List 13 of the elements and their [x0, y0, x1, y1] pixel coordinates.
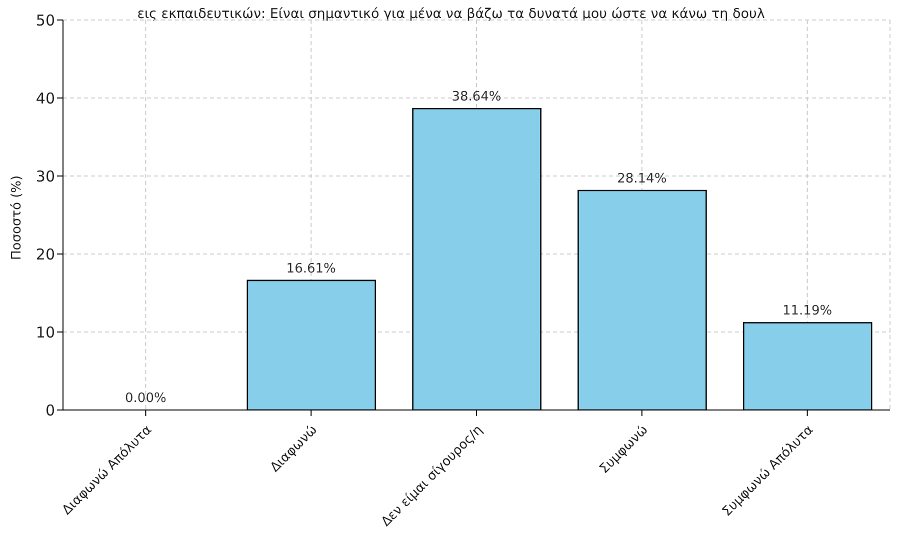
data-label: 16.61%	[286, 261, 336, 276]
data-label: 38.64%	[452, 90, 502, 105]
y-tick-label: 40	[36, 89, 55, 108]
y-tick-label: 0	[45, 401, 55, 420]
data-label: 0.00%	[125, 391, 166, 406]
y-tick-label: 50	[36, 11, 55, 30]
y-tick-label: 10	[36, 323, 55, 342]
y-axis-title: Ποσοστό (%)	[10, 175, 25, 260]
chart-title: εις εκπαιδευτικών: Είναι σημαντικό για μένα να βάζω τα δυνατά μου ώστε να κάνω τη δουλ	[137, 6, 765, 22]
data-label: 11.19%	[782, 304, 832, 319]
data-label: 28.14%	[617, 172, 667, 187]
y-tick-label: 30	[36, 167, 55, 186]
y-tick-label: 20	[36, 245, 55, 264]
